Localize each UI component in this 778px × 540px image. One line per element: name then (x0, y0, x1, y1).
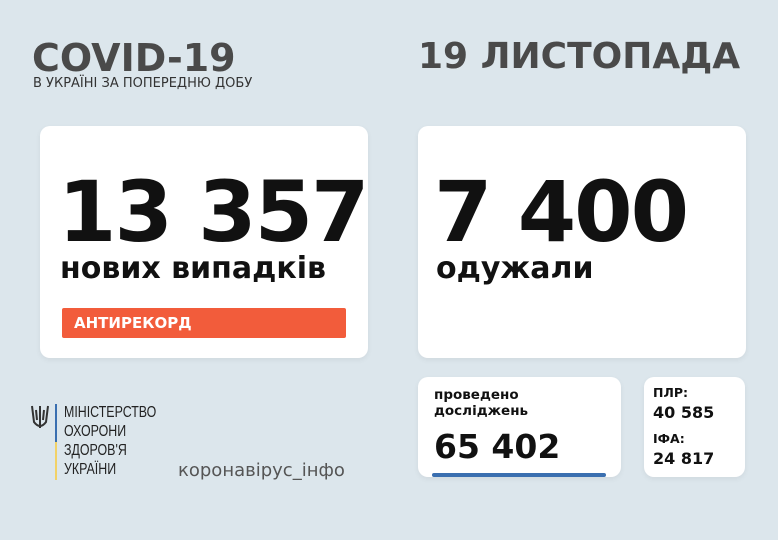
ministry-line: УКРАЇНИ (64, 461, 117, 478)
ifa-value: 24 817 (653, 449, 715, 468)
recovered-card: 7 400 одужали (418, 126, 746, 358)
date-heading: 19 ЛИСТОПАДА (418, 36, 741, 77)
recovered-label: одужали (436, 251, 594, 286)
tests-bar (432, 473, 606, 477)
logo-divider-blue (55, 404, 57, 442)
page-subtitle: В УКРАЇНІ ЗА ПОПЕРЕДНЮ ДОБУ (33, 76, 253, 91)
breakdown-card: ПЛР: 40 585 ІФА: 24 817 (644, 377, 745, 477)
record-badge: АНТИРЕКОРД (62, 308, 346, 338)
new-cases-value: 13 357 (58, 163, 369, 261)
ministry-line: МІНІСТЕРСТВО (64, 404, 157, 421)
logo-divider-yellow (55, 442, 57, 480)
trident-icon (31, 405, 49, 428)
tests-card: проведено досліджень 65 402 (418, 377, 621, 477)
new-cases-card: 13 357 нових випадків АНТИРЕКОРД (40, 126, 369, 358)
tests-value: 65 402 (434, 427, 561, 466)
tests-label-2: досліджень (434, 403, 529, 419)
ministry-line: ЗДОРОВ'Я (64, 442, 127, 459)
pcr-value: 40 585 (653, 403, 715, 422)
hashtag: коронавірус_інфо (178, 460, 345, 481)
tests-label-1: проведено (434, 387, 519, 403)
page-title: COVID-19 (32, 36, 236, 80)
new-cases-label: нових випадків (60, 251, 326, 286)
recovered-value: 7 400 (434, 163, 689, 261)
pcr-label: ПЛР: (653, 385, 689, 400)
ministry-line: ОХОРОНИ (64, 423, 127, 440)
ministry-logo-text: МІНІСТЕРСТВО ОХОРОНИ ЗДОРОВ'Я УКРАЇНИ (64, 403, 156, 479)
ifa-label: ІФА: (653, 431, 685, 446)
